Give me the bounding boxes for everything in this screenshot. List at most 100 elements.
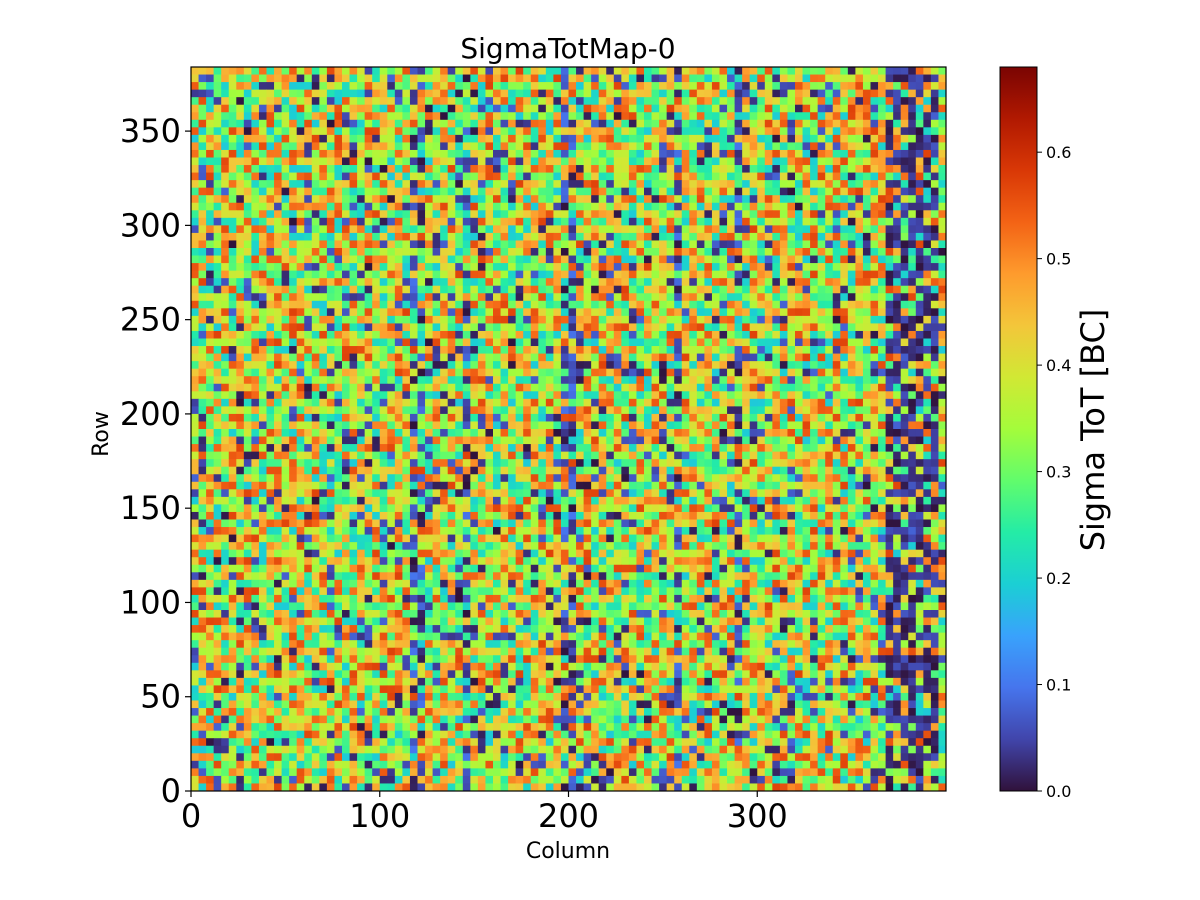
heatmap-cell (266, 376, 275, 385)
heatmap-cell (477, 149, 486, 158)
heatmap-cell (379, 195, 388, 204)
heatmap-cell (591, 89, 600, 98)
heatmap-cell (915, 406, 924, 415)
heatmap-cell (538, 248, 547, 256)
heatmap-cell (832, 353, 841, 362)
heatmap-cell (621, 119, 630, 128)
heatmap-cell (243, 217, 252, 226)
heatmap-cell (659, 315, 668, 324)
heatmap-cell (659, 210, 668, 219)
heatmap-cell (342, 89, 350, 98)
heatmap-cell (470, 300, 479, 309)
heatmap-cell (515, 383, 524, 392)
heatmap-cell (787, 338, 796, 347)
heatmap-cell (711, 240, 720, 249)
heatmap-cell (477, 232, 486, 241)
heatmap-cell (885, 217, 894, 226)
heatmap-cell (379, 180, 388, 189)
heatmap-cell (432, 217, 441, 226)
heatmap-cell (221, 376, 230, 385)
heatmap-cell (258, 263, 267, 272)
heatmap-cell (832, 361, 841, 370)
heatmap-cell (704, 383, 713, 392)
heatmap-cell (689, 323, 698, 332)
heatmap-cell (636, 361, 645, 370)
heatmap-cell (342, 300, 350, 309)
heatmap-cell (810, 285, 819, 294)
heatmap-cell (878, 391, 886, 400)
heatmap-cell (545, 89, 554, 98)
heatmap-cell (304, 330, 313, 339)
heatmap-cell (696, 67, 705, 75)
heatmap-cell (644, 353, 652, 362)
heatmap-cell (885, 67, 894, 75)
heatmap-cell (576, 383, 584, 392)
heatmap-cell (508, 165, 517, 173)
heatmap-cell (764, 225, 773, 234)
heatmap-cell (930, 285, 939, 294)
heatmap-cell (304, 361, 313, 370)
heatmap-cell (349, 82, 358, 91)
heatmap-cell (447, 383, 456, 392)
heatmap-cell (538, 421, 547, 430)
heatmap-cell (447, 368, 456, 377)
heatmap-cell (281, 67, 290, 75)
heatmap-cell (470, 165, 479, 173)
heatmap-cell (198, 383, 207, 392)
heatmap-cell (326, 263, 335, 272)
heatmap-cell (742, 406, 751, 415)
heatmap-cell (477, 323, 486, 332)
heatmap-cell (485, 240, 494, 249)
heatmap-cell (462, 406, 471, 415)
heatmap-cell (613, 315, 622, 324)
heatmap-cell (772, 293, 781, 302)
heatmap-cell (349, 240, 358, 249)
heatmap-cell (530, 127, 539, 136)
heatmap-cell (379, 398, 388, 407)
heatmap-cell (855, 149, 864, 158)
heatmap-cell (893, 406, 902, 415)
heatmap-cell (485, 300, 494, 309)
heatmap-cell (659, 104, 668, 113)
heatmap-cell (930, 406, 939, 415)
heatmap-cell (628, 89, 637, 98)
heatmap-cell (598, 225, 607, 234)
heatmap-cell (357, 165, 366, 173)
heatmap-cell (772, 376, 781, 385)
heatmap-cell (749, 217, 758, 226)
heatmap-cell (787, 119, 796, 128)
heatmap-cell (787, 180, 796, 189)
heatmap-cell (228, 429, 237, 437)
heatmap-cell (704, 240, 713, 249)
heatmap-cell (394, 361, 403, 370)
heatmap-cell (915, 217, 924, 226)
heatmap-cell (311, 97, 320, 106)
heatmap-cell (425, 187, 433, 196)
heatmap-cell (319, 406, 328, 415)
heatmap-cell (432, 429, 441, 437)
heatmap-cell (553, 157, 562, 166)
heatmap-cell (500, 134, 509, 143)
heatmap-cell (862, 406, 871, 415)
heatmap-cell (402, 255, 411, 264)
heatmap-cell (772, 353, 781, 362)
heatmap-cell (243, 187, 252, 196)
heatmap-cell (817, 127, 826, 136)
heatmap-cell (394, 225, 403, 234)
heatmap-cell (681, 74, 690, 83)
heatmap-cell (515, 398, 524, 407)
heatmap-cell (908, 293, 917, 302)
heatmap-cell (742, 195, 751, 204)
heatmap-cell (666, 323, 675, 332)
heatmap-cell (289, 248, 298, 256)
heatmap-cell (636, 104, 645, 113)
heatmap-cell (334, 157, 343, 166)
heatmap-cell (893, 263, 902, 272)
heatmap-cell (281, 180, 290, 189)
heatmap-cell (576, 285, 584, 294)
heatmap-cell (900, 263, 909, 272)
heatmap-cell (198, 67, 207, 75)
heatmap-cell (696, 323, 705, 332)
heatmap-cell (938, 187, 947, 196)
heatmap-cell (425, 82, 433, 91)
